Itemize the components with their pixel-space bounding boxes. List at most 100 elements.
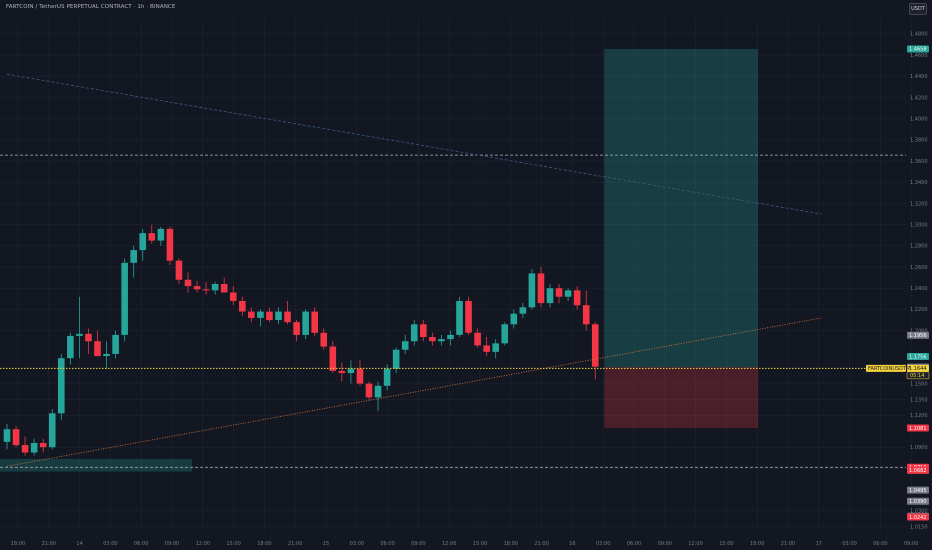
candle-body[interactable] [3,429,11,442]
candle-body[interactable] [76,333,83,336]
price-tick-label: 1.0150 [910,525,928,531]
candle-body[interactable] [85,333,92,342]
price-badge-text: 1.0242 [909,515,927,521]
candle-body[interactable] [320,332,328,347]
grid [0,18,912,532]
candle-body[interactable] [401,341,409,350]
symbol-badge [866,364,906,372]
candle-body[interactable] [447,334,454,340]
candle-body[interactable] [202,289,210,291]
price-tick-label: 1.2800 [910,244,928,250]
candles[interactable] [3,224,599,456]
candle-body[interactable] [293,322,300,335]
price-badge-text: 1.4658 [909,47,927,53]
candle-body[interactable] [148,233,156,241]
candle-body[interactable] [383,368,391,386]
candle-body[interactable] [284,311,291,323]
candle-body[interactable] [275,311,282,321]
position-loss-zone[interactable] [604,367,759,429]
candle-body[interactable] [582,305,590,325]
candle-body[interactable] [483,345,490,352]
symbol-title: FARTCOIN / TetherUS PERPETUAL CONTRACT ·… [6,4,176,10]
candle-body[interactable] [591,324,599,367]
candle-body[interactable] [166,228,174,261]
time-tick-label: 18:00 [11,541,25,547]
price-badge [907,513,929,521]
candle-body[interactable] [365,383,373,398]
candle-body[interactable] [248,311,255,318]
time-axis[interactable]: 18:00 21:00 14 03:00 06:00 09:00 12:00 15:00 18:… [11,541,919,547]
time-tick-label: 14 [76,541,82,547]
price-tick-label: 1.2200 [910,307,928,313]
candle-body[interactable] [329,346,337,371]
time-tick-label: 03:00 [103,541,117,547]
price-axis[interactable]: 1.4800 1.4600 1.4400 1.4200 1.4000 1.3800 1.36… [866,32,930,531]
candle-body[interactable] [30,442,38,453]
candle-body[interactable] [157,228,165,241]
candle-body[interactable] [501,324,509,344]
price-tick-label: 1.3000 [910,222,928,228]
candle-body[interactable] [302,311,309,335]
time-tick-label: 21:00 [42,541,56,547]
candle-body[interactable] [239,300,246,312]
candle-body[interactable] [12,429,20,446]
candle-body[interactable] [39,442,47,448]
price-tick-label: 1.0300 [910,509,928,515]
price-tick-label: 1.2600 [910,265,928,271]
candle-body[interactable] [338,370,346,374]
currency-button[interactable]: USDT [909,3,927,15]
candle-body[interactable] [211,284,219,291]
candle-body[interactable] [139,233,147,251]
price-badge [907,486,929,494]
candle-body[interactable] [193,286,201,290]
candle-body[interactable] [528,273,536,308]
time-tick-label: 21:00 [781,541,795,547]
candle-body[interactable] [112,334,119,354]
candle-body[interactable] [175,260,183,280]
candle-body[interactable] [573,290,581,306]
time-tick-label: 18:00 [257,541,271,547]
candle-body[interactable] [456,300,463,335]
candle-body[interactable] [465,300,472,333]
candle-body[interactable] [537,273,545,304]
candle-body[interactable] [438,339,445,342]
candle-body[interactable] [374,385,382,398]
candle-body[interactable] [410,324,418,342]
candle-body[interactable] [184,279,192,287]
candle-body[interactable] [229,292,237,301]
price-tick-label: 1.2000 [910,328,928,334]
candle-body[interactable] [564,290,572,297]
candle-body[interactable] [103,353,110,357]
candle-body[interactable] [58,358,65,414]
candle-body[interactable] [121,262,128,335]
price-badge [907,45,929,53]
time-tick-label: 15:00 [226,541,240,547]
candle-body[interactable] [94,341,101,357]
candle-body[interactable] [311,311,318,333]
overlay-lines [0,73,906,468]
time-tick-label: 06:00 [627,541,641,547]
candle-body[interactable] [555,288,563,297]
candle-body[interactable] [474,332,481,346]
candle-body[interactable] [429,336,436,342]
candle-body[interactable] [420,324,427,337]
candle-body[interactable] [356,368,364,384]
candle-body[interactable] [48,413,56,448]
candle-body[interactable] [392,349,400,369]
position-profit-zone[interactable] [604,48,759,368]
candle-body[interactable] [266,311,273,321]
candle-body[interactable] [519,307,527,314]
candle-body[interactable] [67,335,74,359]
candle-body[interactable] [21,445,29,453]
trendline[interactable] [6,317,822,467]
candle-body[interactable] [347,368,355,374]
candle-body[interactable] [546,288,554,304]
time-tick-label: 18:00 [504,541,518,547]
candle-body[interactable] [492,343,499,352]
candle-body[interactable] [130,250,137,263]
candle-body[interactable] [220,284,228,293]
candle-body[interactable] [510,313,518,325]
trendline[interactable] [6,73,822,215]
candle-body[interactable] [257,311,264,318]
